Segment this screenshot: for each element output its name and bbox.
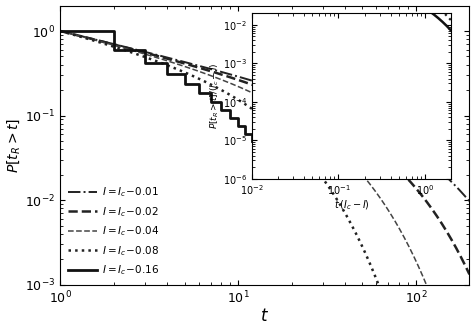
$I=I_c\!-\!0.08$ xyxy=(289,140,295,144)
$I=I_c\!-\!0.16$ xyxy=(243,132,248,136)
$I=I_c\!-\!0.16$ xyxy=(218,100,224,104)
$I=I_c\!-\!0.01$ xyxy=(57,29,63,33)
Y-axis label: $P[t_R{>}t]/(I_c-I)$: $P[t_R{>}t]/(I_c-I)$ xyxy=(209,63,221,129)
$I=I_c\!-\!0.16$ xyxy=(111,29,117,33)
$I=I_c\!-\!0.16$ xyxy=(142,48,148,52)
X-axis label: $t$: $t$ xyxy=(260,307,269,325)
$I=I_c\!-\!0.08$ xyxy=(370,267,375,271)
$I=I_c\!-\!0.01$ xyxy=(246,77,251,81)
$I=I_c\!-\!0.08$ xyxy=(324,183,330,187)
X-axis label: $t\,(I_c-I)$: $t\,(I_c-I)$ xyxy=(333,199,370,213)
$I=I_c\!-\!0.16$ xyxy=(208,100,213,104)
$I=I_c\!-\!0.02$ xyxy=(380,153,385,157)
$I=I_c\!-\!0.08$ xyxy=(376,282,381,286)
$I=I_c\!-\!0.16$ xyxy=(164,72,170,76)
$I=I_c\!-\!0.16$ xyxy=(235,124,241,128)
$I=I_c\!-\!0.01$ xyxy=(455,186,460,190)
$I=I_c\!-\!0.04$ xyxy=(261,97,267,101)
$I=I_c\!-\!0.16$ xyxy=(227,116,233,120)
$I=I_c\!-\!0.01$ xyxy=(455,186,460,190)
$I=I_c\!-\!0.04$ xyxy=(57,29,63,33)
$I=I_c\!-\!0.04$ xyxy=(331,143,336,147)
$I=I_c\!-\!0.16$ xyxy=(243,124,248,128)
Line: $I=I_c\!-\!0.08$: $I=I_c\!-\!0.08$ xyxy=(60,31,379,284)
$I=I_c\!-\!0.02$ xyxy=(455,248,460,252)
Line: $I=I_c\!-\!0.04$: $I=I_c\!-\!0.04$ xyxy=(60,31,426,284)
$I=I_c\!-\!0.16$ xyxy=(196,91,201,95)
Legend: $I=I_c\!-\!0.01$, $I=I_c\!-\!0.02$, $I=I_c\!-\!0.04$, $I=I_c\!-\!0.08$, $I=I_c\!: $I=I_c\!-\!0.01$, $I=I_c\!-\!0.02$, $I=I… xyxy=(66,183,161,279)
$I=I_c\!-\!0.04$ xyxy=(73,33,79,37)
$I=I_c\!-\!0.16$ xyxy=(181,82,187,86)
$I=I_c\!-\!0.02$ xyxy=(57,29,63,33)
$I=I_c\!-\!0.16$ xyxy=(196,82,201,86)
$I=I_c\!-\!0.16$ xyxy=(235,116,241,120)
$I=I_c\!-\!0.02$ xyxy=(466,272,472,276)
$I=I_c\!-\!0.16$ xyxy=(142,61,148,65)
$I=I_c\!-\!0.02$ xyxy=(78,34,84,38)
$I=I_c\!-\!0.04$ xyxy=(358,171,364,175)
$I=I_c\!-\!0.08$ xyxy=(75,34,81,38)
$I=I_c\!-\!0.16$ xyxy=(57,29,63,33)
$I=I_c\!-\!0.16$ xyxy=(249,139,255,143)
Line: $I=I_c\!-\!0.16$: $I=I_c\!-\!0.16$ xyxy=(60,31,252,141)
$I=I_c\!-\!0.02$ xyxy=(455,249,460,253)
Y-axis label: $P[t_R > t]$: $P[t_R > t]$ xyxy=(6,118,22,173)
$I=I_c\!-\!0.16$ xyxy=(227,108,233,112)
$I=I_c\!-\!0.16$ xyxy=(111,48,117,52)
$I=I_c\!-\!0.16$ xyxy=(181,72,187,76)
$I=I_c\!-\!0.02$ xyxy=(246,81,251,85)
$I=I_c\!-\!0.04$ xyxy=(312,128,318,132)
Line: $I=I_c\!-\!0.01$: $I=I_c\!-\!0.01$ xyxy=(60,31,469,201)
$I=I_c\!-\!0.04$ xyxy=(423,282,429,286)
$I=I_c\!-\!0.16$ xyxy=(164,61,170,65)
$I=I_c\!-\!0.16$ xyxy=(218,108,224,112)
$I=I_c\!-\!0.04$ xyxy=(369,184,374,188)
$I=I_c\!-\!0.01$ xyxy=(78,34,84,38)
$I=I_c\!-\!0.16$ xyxy=(249,132,255,136)
$I=I_c\!-\!0.01$ xyxy=(380,129,385,133)
$I=I_c\!-\!0.01$ xyxy=(466,199,472,203)
$I=I_c\!-\!0.02$ xyxy=(256,85,262,89)
$I=I_c\!-\!0.08$ xyxy=(119,47,125,51)
$I=I_c\!-\!0.01$ xyxy=(256,81,262,85)
Line: $I=I_c\!-\!0.02$: $I=I_c\!-\!0.02$ xyxy=(60,31,469,274)
$I=I_c\!-\!0.16$ xyxy=(208,91,213,95)
$I=I_c\!-\!0.08$ xyxy=(57,29,63,33)
$I=I_c\!-\!0.08$ xyxy=(203,80,209,84)
